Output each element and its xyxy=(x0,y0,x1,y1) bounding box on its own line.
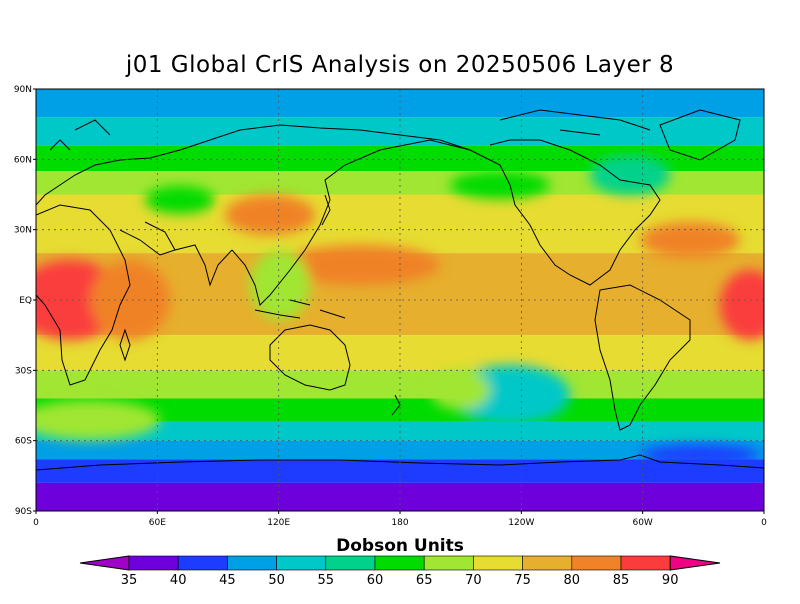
colorbar-tick-label: 90 xyxy=(662,573,679,588)
field-band xyxy=(36,482,764,511)
colorbar: 35 40 45 50 55 60 65 70 75 80 85 90 xyxy=(79,555,721,588)
colorbar-tick-label: 65 xyxy=(416,573,433,588)
coastlines xyxy=(36,109,764,471)
map-title: j01 Global CrIS Analysis on 20250506 Lay… xyxy=(125,52,675,78)
colorbar-tick-label: 60 xyxy=(367,573,384,588)
graticule xyxy=(36,89,764,511)
longitude-label: 120W xyxy=(508,518,534,528)
latitude-labels: 90N 60N 30N EQ 30S 60S 90S xyxy=(14,85,36,517)
longitude-label: 120E xyxy=(267,518,290,528)
colorbar-segment xyxy=(571,555,622,571)
latitude-label: 60N xyxy=(14,155,32,165)
field-band xyxy=(36,459,764,483)
longitude-label: 0 xyxy=(33,518,39,528)
colorbar-tick-label: 80 xyxy=(564,573,581,588)
field-band xyxy=(36,89,764,118)
longitude-label: 60W xyxy=(632,518,652,528)
latitude-label: 90S xyxy=(15,507,32,517)
colorbar-segment xyxy=(423,555,474,571)
colorbar-title: Dobson Units xyxy=(336,536,464,556)
colorbar-max-arrow xyxy=(669,555,721,571)
longitude-label: 180 xyxy=(391,518,408,528)
colorbar-tick-label: 55 xyxy=(318,573,335,588)
colorbar-segment xyxy=(325,555,376,571)
field-band xyxy=(36,171,764,195)
colorbar-segment xyxy=(227,555,277,571)
colorbar-tick-label: 40 xyxy=(170,573,187,588)
latitude-label: 30S xyxy=(15,366,32,376)
latitude-label: 60S xyxy=(15,437,32,447)
colorbar-segment xyxy=(374,555,425,571)
colorbar-tick-label: 70 xyxy=(465,573,482,588)
colorbar-segment xyxy=(177,555,228,571)
latitude-label: 30N xyxy=(14,226,32,236)
colorbar-segment xyxy=(128,555,179,571)
field-band xyxy=(36,398,764,422)
longitude-labels: 0 60E 120E 180 120W 60W 0 xyxy=(33,511,767,528)
colorbar-min-arrow xyxy=(79,555,130,571)
longitude-label: 60E xyxy=(149,518,166,528)
colorbar-segment xyxy=(276,555,327,571)
colorbar-segment xyxy=(473,555,523,571)
colorbar-tick-label: 35 xyxy=(121,573,138,588)
colorbar-tick-label: 85 xyxy=(613,573,630,588)
colorbar-tick-label: 50 xyxy=(268,573,285,588)
colorbar-segment xyxy=(522,555,573,571)
colorbar-tick-label: 75 xyxy=(514,573,531,588)
colorbar-tick-label: 45 xyxy=(219,573,236,588)
latitude-label: EQ xyxy=(19,296,32,306)
latitude-label: 90N xyxy=(14,85,32,95)
colorbar-segment xyxy=(620,555,671,571)
ozone-anomalies xyxy=(36,155,764,465)
longitude-label: 0 xyxy=(761,518,767,528)
